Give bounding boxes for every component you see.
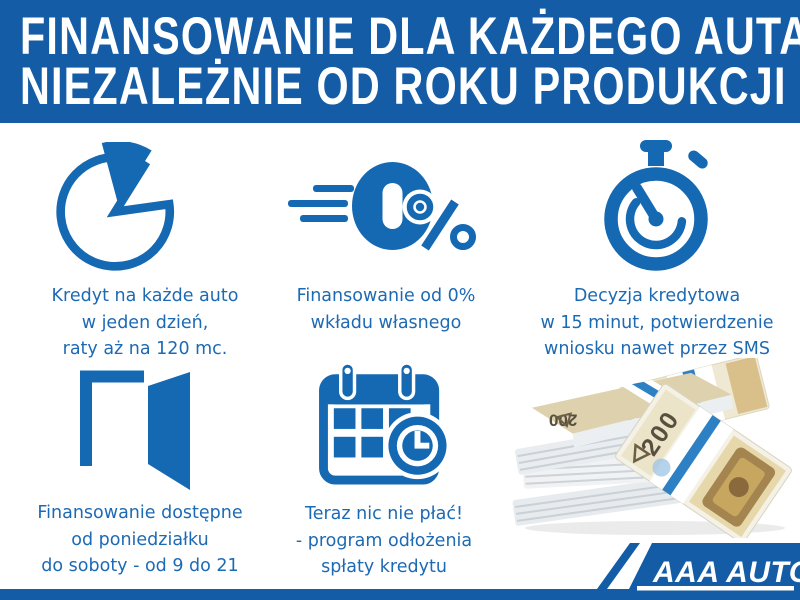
stopwatch-icon (604, 140, 708, 271)
pie-chart-icon (56, 142, 175, 271)
feature-availability: Finansowanie dostępne od poniedziałku do… (0, 360, 290, 600)
logo-text: AAA AUTO (652, 556, 800, 589)
bottom-bar (0, 589, 800, 600)
logo-underline (637, 586, 794, 591)
feature-deferral: Teraz nic nie płać! - program odłożenia … (234, 360, 534, 600)
feature-credit-decision: Decyzja kredytowa w 15 minut, potwierdze… (507, 140, 800, 390)
calendar-clock-icon (319, 361, 451, 485)
banner-title-line1: FINANSOWANIE DLA KAŻDEGO AUTA (20, 7, 800, 66)
feature-deferral-text: Teraz nic nie płać! - program odłożenia … (295, 504, 473, 577)
zero-percent-icon (288, 162, 476, 251)
money-stacks-image: 200 200 (512, 358, 792, 538)
svg-text:200: 200 (549, 410, 577, 429)
aaa-auto-logo: AAA AUTO (597, 543, 800, 600)
feature-zero-percent: Finansowanie od 0% wkładu własnego (236, 140, 536, 390)
feature-availability-text: Finansowanie dostępne od poniedziałku do… (37, 503, 243, 576)
feature-zero-percent-text: Finansowanie od 0% wkładu własnego (296, 286, 476, 333)
feature-credit-decision-text: Decyzja kredytowa w 15 minut, potwierdze… (540, 286, 774, 359)
logo-stripe (597, 543, 640, 589)
open-door-icon (80, 370, 190, 490)
banner: FINANSOWANIE DLA KAŻDEGO AUTA NIEZALEŻNI… (0, 0, 800, 123)
feature-loan-text: Kredyt na każde auto w jeden dzień, raty… (51, 286, 239, 359)
feature-loan: Kredyt na każde auto w jeden dzień, raty… (0, 140, 300, 390)
logo-box (612, 543, 800, 600)
banner-title-line2: NIEZALEŻNIE OD ROKU PRODUKCJI (20, 57, 787, 116)
